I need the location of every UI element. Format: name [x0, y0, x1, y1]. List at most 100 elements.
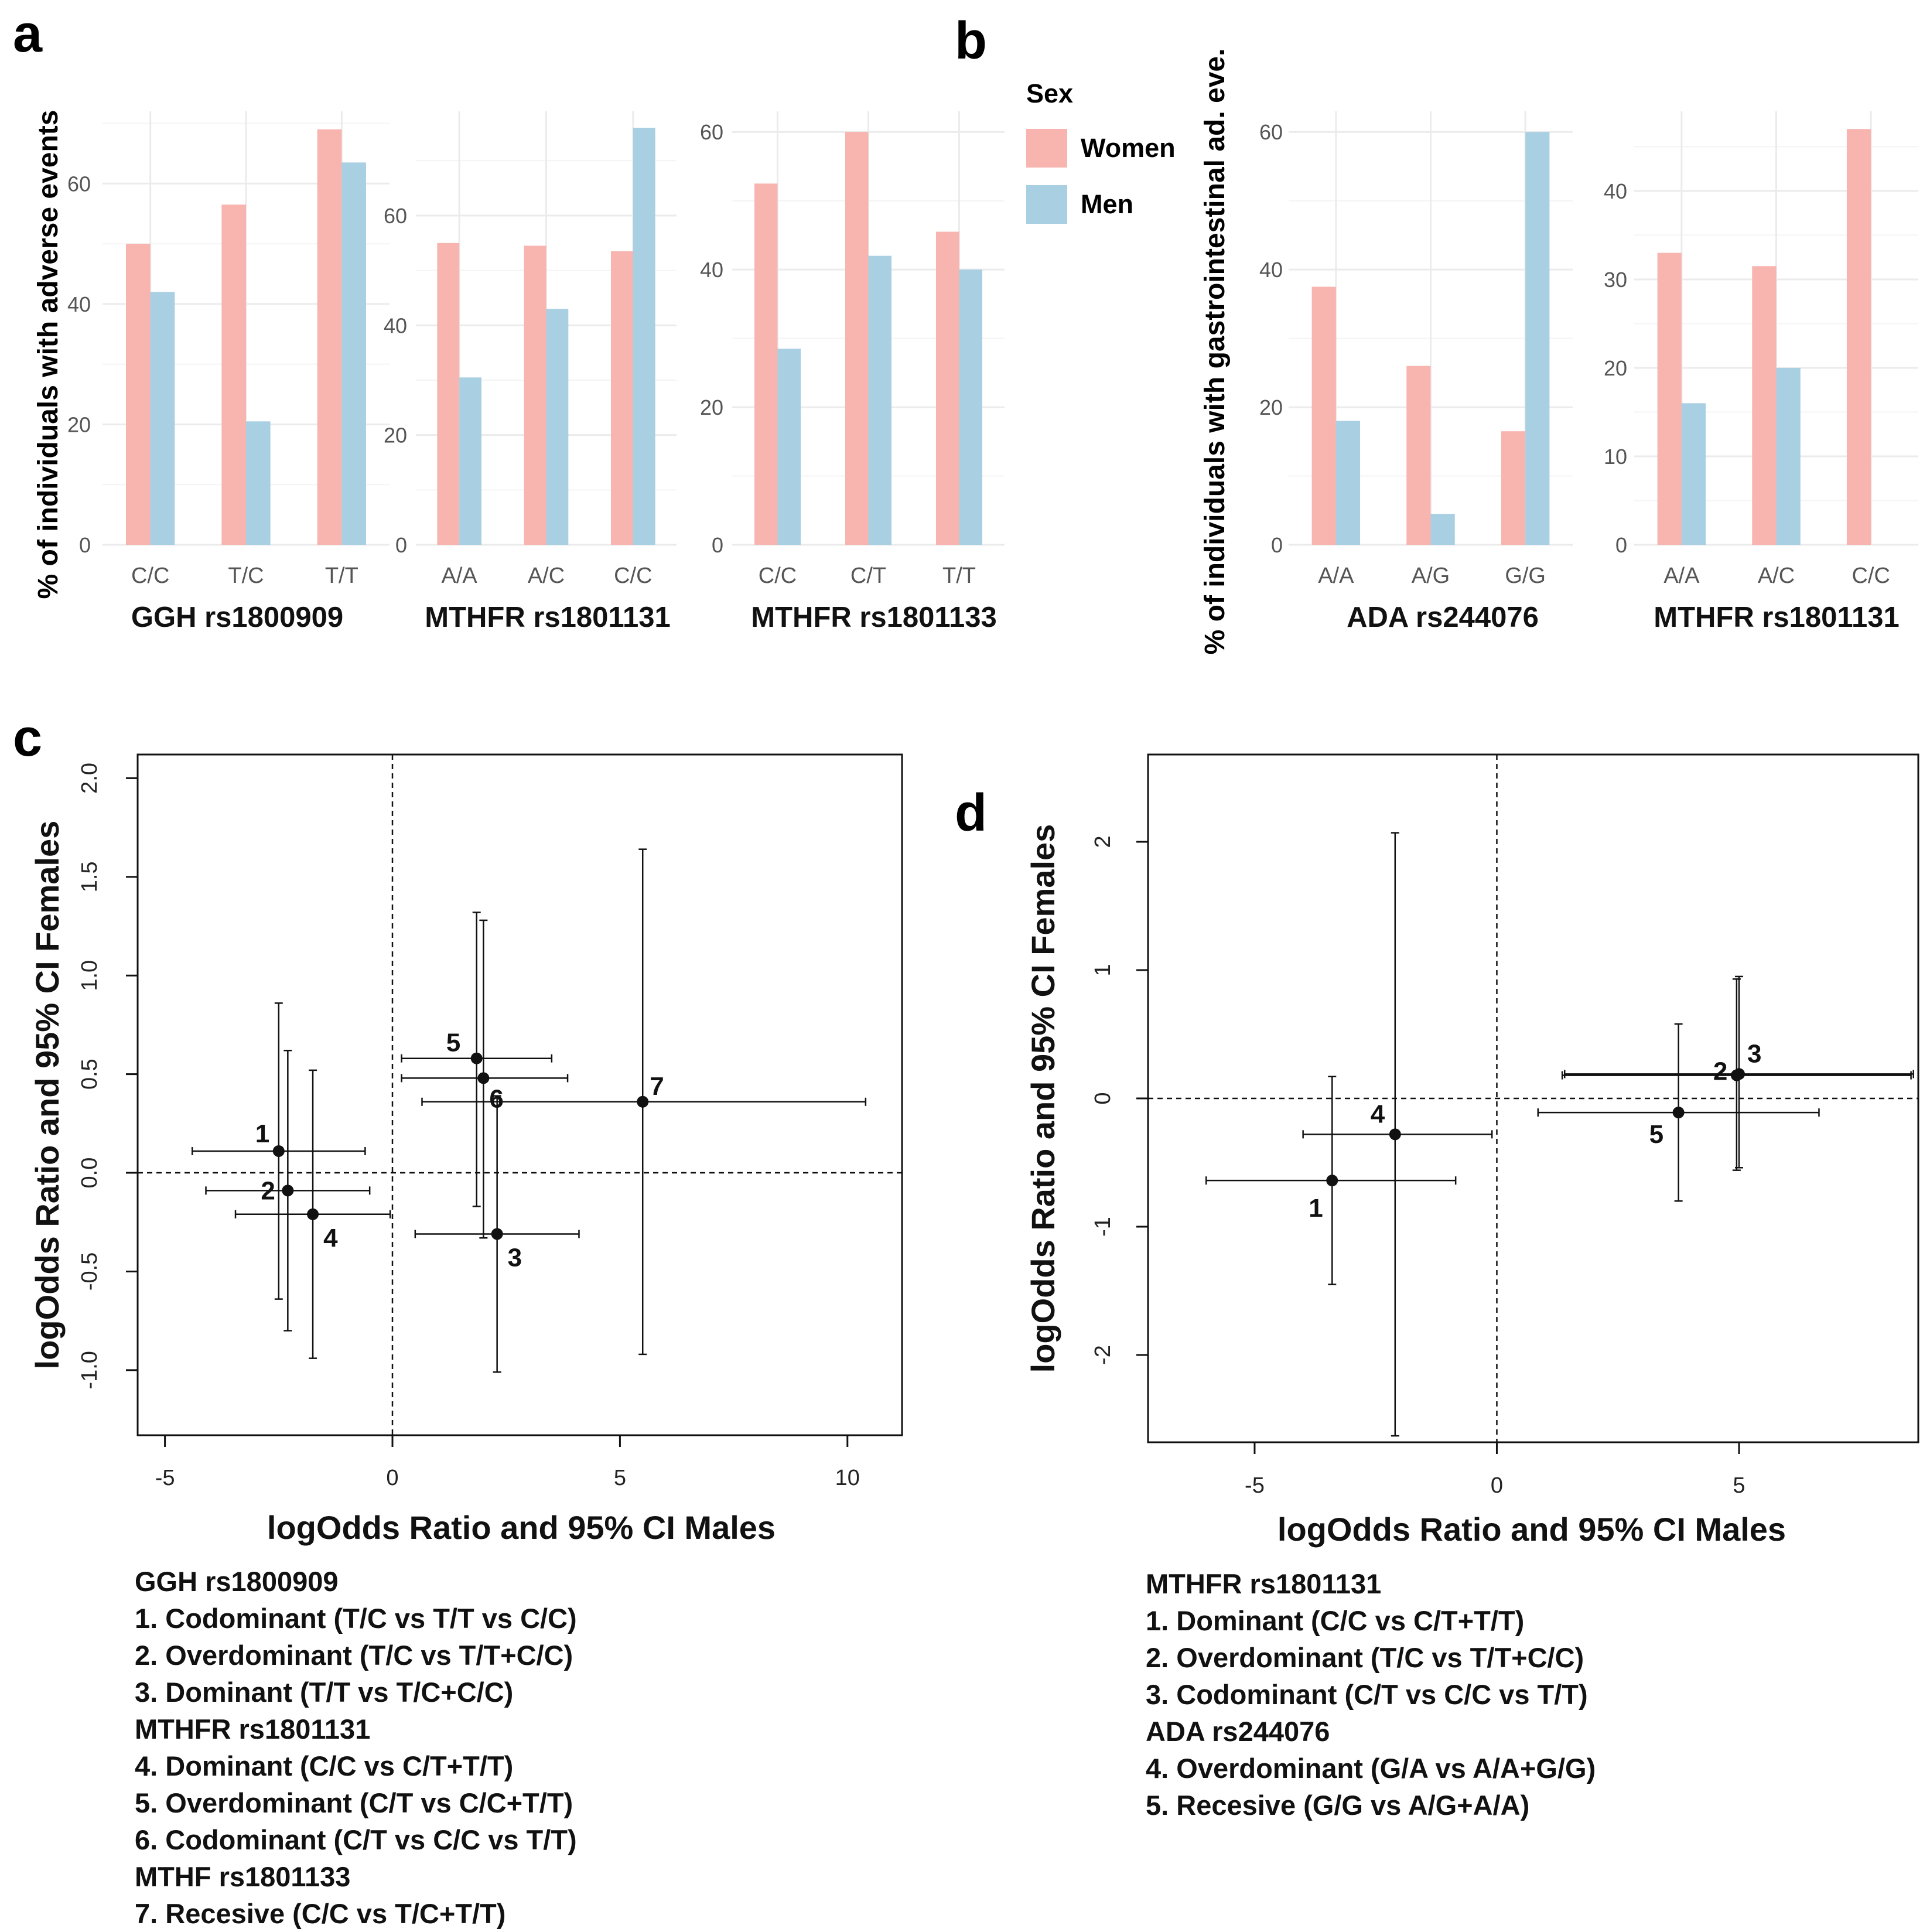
legend-label-women: Women [1081, 133, 1176, 163]
caption-item: 7. Recesive (C/C vs T/C+T/T) [135, 1898, 506, 1929]
point-label: 3 [508, 1243, 522, 1272]
x-tick-label: C/T [850, 564, 886, 588]
y-tick-label: 20 [67, 412, 91, 436]
x-tick-label: -5 [155, 1466, 175, 1490]
bar-women-C/C [754, 183, 778, 545]
y-tick-label: 0 [1271, 533, 1283, 557]
point-marker [1389, 1128, 1401, 1141]
caption-group-heading: MTHFR rs1801131 [135, 1713, 371, 1745]
bar-men-C/C [150, 292, 175, 545]
bar-men-A/A [1681, 403, 1706, 545]
y-axis-title: logOdds Ratio and 95% CI Females [1024, 824, 1061, 1373]
y-tick-label: 20 [384, 424, 407, 448]
bar-men-C/C [633, 128, 655, 545]
y-tick-label: 0 [79, 533, 91, 557]
x-tick-label: A/G [1412, 564, 1450, 588]
bar-men-A/C [1776, 367, 1801, 545]
y-tick-label: -1.0 [77, 1351, 102, 1389]
x-tick-label: 0 [386, 1466, 398, 1490]
panel-label-d: d [955, 784, 987, 842]
estimate-3: 3 [414, 1095, 580, 1373]
bar-men-A/A [1335, 421, 1361, 545]
bar-charts: 0 20 40 60 C/C T/C T/T GGH rs1800909 0 20 40 60 A/A A… [67, 111, 1918, 633]
point-label: 5 [446, 1029, 460, 1057]
point-label: 5 [1649, 1120, 1663, 1149]
y-tick-label: 60 [67, 172, 91, 196]
point-marker [1326, 1175, 1338, 1187]
y-tick-label: 20 [1604, 356, 1627, 380]
x-tick-label: -5 [1245, 1473, 1265, 1498]
bar-men-G/G [1525, 132, 1550, 545]
bar-women-A/A [1657, 252, 1682, 545]
bar-women-C/T [845, 132, 869, 545]
bar-men-C/C [777, 349, 801, 545]
bar-women-C/C [611, 251, 633, 545]
bar-men-A/A [459, 377, 481, 545]
estimate-5: 5 [1537, 1023, 1820, 1202]
x-tick-label: C/C [131, 564, 169, 588]
x-tick-label: 5 [1733, 1473, 1745, 1498]
bar-chart-a2: 0 20 40 60 A/A A/C C/C MTHFR rs1801131 [384, 111, 677, 633]
bar-women-T/C [221, 204, 246, 545]
panel-label-a: a [13, 5, 43, 63]
legend-title: Sex [1026, 78, 1073, 108]
x-tick-label: A/A [1318, 564, 1354, 588]
x-axis-title: logOdds Ratio and 95% CI Males [1277, 1511, 1786, 1548]
x-tick-label: C/C [1852, 564, 1890, 588]
x-tick-label: G/G [1505, 564, 1546, 588]
y-tick-label: 20 [1259, 395, 1283, 419]
y-tick-label: 0.0 [77, 1158, 102, 1189]
legend: Sex Women Men [1026, 78, 1176, 224]
point-label: 2 [261, 1176, 275, 1205]
x-tick-label: T/T [325, 564, 358, 588]
estimate-3: 3 [1564, 975, 1914, 1169]
point-marker [272, 1145, 285, 1157]
bar-men-C/T [868, 255, 892, 545]
point-label: 3 [1747, 1039, 1761, 1068]
caption-item: 2. Overdominant (T/C vs T/T+C/C) [1146, 1642, 1584, 1673]
point-label: 1 [255, 1119, 269, 1148]
point-marker [637, 1095, 649, 1108]
point-marker [477, 1072, 490, 1084]
estimate-1: 1 [1205, 1076, 1457, 1285]
y-tick-label: 1.5 [77, 861, 102, 892]
caption-group-heading: ADA rs244076 [1146, 1716, 1330, 1747]
y-tick-label: 40 [384, 313, 407, 337]
bar-women-A/A [1311, 286, 1336, 545]
caption-group-heading: MTHF rs1801133 [135, 1861, 351, 1892]
chart-title: ADA rs244076 [1347, 602, 1539, 633]
bar-men-A/G [1430, 514, 1455, 545]
bar-men-A/C [546, 309, 569, 545]
x-tick-label: 0 [1491, 1473, 1503, 1498]
point-label: 7 [650, 1072, 664, 1101]
estimate-5: 5 [401, 912, 553, 1207]
caption-item: 4. Dominant (C/C vs C/T+T/T) [135, 1750, 514, 1781]
x-axis-title: logOdds Ratio and 95% CI Males [267, 1509, 776, 1546]
point-label: 2 [1713, 1057, 1727, 1086]
point-marker [307, 1208, 319, 1220]
point-marker [1733, 1068, 1745, 1080]
panel-label-c: c [13, 709, 42, 767]
x-tick-label: A/A [1663, 564, 1700, 588]
bar-women-A/A [437, 243, 460, 545]
bar-chart-a3: 0 20 40 60 C/C C/T T/T MTHFR rs1801133 [700, 111, 1005, 633]
y-tick-label: -0.5 [77, 1252, 102, 1291]
bar-chart-a1: 0 20 40 60 C/C T/C T/T GGH rs1800909 [67, 111, 390, 633]
scatter-plot-d: -5 0 5 -2 -1 0 1 2 logOdds Ratio and 95% CI Male… [1024, 753, 1919, 1548]
bar-chart-b2: 0 10 20 30 40 A/A A/C C/C MTHFR rs1801131 [1604, 111, 1918, 633]
point-label: 4 [1371, 1100, 1385, 1128]
y-tick-label: 0 [1615, 533, 1627, 557]
x-tick-label: A/C [528, 564, 565, 588]
y-tick-label: 40 [1259, 258, 1283, 282]
panel-label-b: b [955, 12, 987, 70]
y-tick-label: 2.0 [77, 763, 102, 794]
caption-d: MTHFR rs1801131 1. Dominant (C/C vs C/T+T… [1146, 1565, 1596, 1824]
plot-frame [136, 753, 903, 1436]
y-tick-label: 1.0 [77, 960, 102, 991]
caption-c: GGH rs1800909 1. Codominant (T/C vs T/T v… [135, 1563, 577, 1932]
y-axis-title: logOdds Ratio and 95% CI Females [29, 821, 66, 1370]
chart-title: MTHFR rs1801133 [751, 602, 996, 633]
x-tick-label: T/T [942, 564, 976, 588]
caption-item: 1. Codominant (T/C vs T/T vs C/C) [135, 1603, 577, 1634]
